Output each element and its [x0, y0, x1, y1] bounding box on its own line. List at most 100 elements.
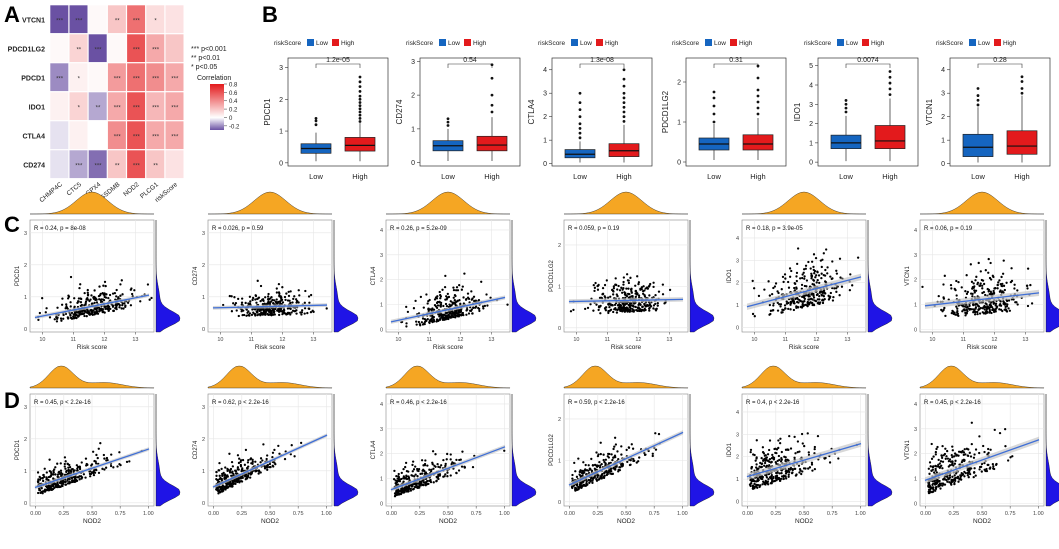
scatter-point: [804, 294, 807, 297]
scatter-point: [429, 308, 433, 311]
y-axis-label: VTCN1: [925, 98, 934, 125]
scatter-point: [129, 304, 133, 307]
scatter-point: [787, 467, 790, 471]
y-tick-label: 3: [24, 405, 27, 411]
scatter-point: [966, 290, 969, 294]
x-axis-label: Risk score: [789, 344, 820, 351]
scatter-point: [973, 285, 976, 288]
y-tick-label: 3: [279, 65, 283, 72]
scatter-point: [983, 450, 986, 454]
scatter-point: [240, 303, 243, 306]
scatter-point: [785, 300, 788, 303]
scatter-point: [248, 312, 252, 315]
scatter-point: [49, 475, 52, 478]
scatter-point: [806, 432, 809, 435]
scatter-point: [613, 436, 617, 439]
scatter-point: [637, 281, 641, 284]
heatmap-cell-stars: **: [76, 48, 81, 54]
scatter-point: [579, 474, 582, 477]
scatter-point: [604, 458, 608, 461]
legend-label-low: Low: [316, 40, 328, 47]
scatter-point: [1003, 288, 1007, 292]
y-tick-label: 0: [809, 160, 813, 167]
scatter-point: [1006, 303, 1009, 306]
heatmap-cell-stars: ***: [114, 77, 122, 83]
scatter-point: [1026, 287, 1029, 290]
scatter-point: [56, 473, 60, 476]
scatter-point: [38, 489, 42, 492]
scatter-point: [251, 458, 254, 461]
scatter-point: [325, 307, 328, 310]
x-tick-label: 13: [844, 337, 850, 343]
scatter-point: [226, 474, 229, 477]
scatter-point: [139, 300, 142, 303]
heatmap-cell-stars: ***: [152, 106, 160, 112]
scatter-point: [1006, 459, 1010, 462]
scatter-point: [308, 301, 311, 304]
scatter-point: [620, 453, 623, 456]
scatter-point: [458, 458, 461, 462]
scatter-point: [661, 293, 665, 296]
heatmap-cell-stars: *: [154, 19, 157, 25]
scatter-point: [102, 453, 106, 457]
scatter-point: [946, 457, 950, 460]
scatter-point: [625, 287, 628, 290]
scatter-point: [795, 275, 798, 278]
scatter-point: [52, 483, 55, 487]
scatter-point: [109, 464, 113, 468]
scatter-point: [953, 455, 956, 458]
scatter-point: [266, 312, 269, 316]
scatter-point: [118, 451, 121, 454]
scatter-point: [590, 469, 594, 472]
scatter-point: [623, 291, 626, 294]
scatter-point: [973, 291, 976, 294]
scatter-point: [803, 444, 806, 448]
heatmap-cell: [107, 91, 127, 121]
scatter-point: [248, 303, 251, 306]
scatter-point: [940, 308, 943, 312]
y-axis-label: PDCD1LG2: [549, 260, 555, 292]
scatter-point: [441, 317, 445, 320]
heatmap-cell: [126, 120, 146, 150]
scatter-point: [964, 290, 967, 293]
scatter-point: [998, 431, 1002, 435]
scatter-point: [994, 302, 998, 305]
scatter-point: [967, 468, 970, 472]
outlier-point: [578, 108, 582, 112]
scatter-point: [273, 448, 276, 452]
scatter-point: [988, 303, 991, 307]
scatter-point: [69, 305, 72, 308]
heatmap-cell: [164, 33, 185, 63]
scatter-point: [450, 314, 453, 317]
scatter-point: [935, 465, 938, 468]
scatter-point: [966, 454, 969, 457]
scatter-point: [833, 287, 836, 290]
scatter-point: [84, 457, 88, 460]
scatter-point: [237, 314, 240, 318]
scatter-point: [95, 312, 98, 315]
scatter-point: [973, 453, 976, 456]
scatter-point: [774, 460, 777, 464]
scatter-point: [229, 467, 233, 471]
scatter-point: [620, 465, 624, 468]
scatter-point: [118, 306, 121, 309]
significance-legend-item: *** p<0.001: [191, 46, 227, 53]
scatter-point: [972, 282, 975, 285]
scatter-point: [66, 479, 69, 482]
outlier-point: [1020, 87, 1024, 90]
scatter-point: [120, 307, 123, 310]
scatter-point: [612, 290, 615, 293]
scatter-point: [761, 446, 765, 449]
scatter-point: [787, 307, 790, 310]
scatter-point: [420, 459, 424, 462]
scatter-point: [220, 485, 223, 489]
scatter-point: [1025, 284, 1029, 288]
scatter-point: [228, 452, 231, 455]
scatter-point: [36, 491, 40, 495]
scatter-point: [994, 308, 997, 311]
x-tick-label: 12: [991, 337, 997, 343]
scatter-point: [788, 471, 791, 474]
scatter-point: [597, 478, 601, 481]
scatter-point: [972, 303, 975, 306]
x-tick-label: 0.50: [621, 511, 632, 517]
